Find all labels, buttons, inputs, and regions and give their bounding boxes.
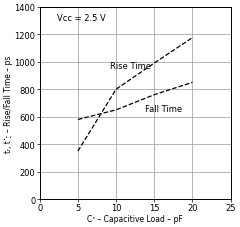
- Text: Fall Time: Fall Time: [145, 104, 182, 113]
- X-axis label: Cᶟ – Capacitive Load – pF: Cᶟ – Capacitive Load – pF: [87, 214, 183, 223]
- Y-axis label: tᵣ, t⢑ – Rise/Fall Time – ps: tᵣ, t⢑ – Rise/Fall Time – ps: [4, 55, 13, 152]
- Text: Rise Time: Rise Time: [110, 62, 151, 71]
- Text: Vᴄᴄ = 2.5 V: Vᴄᴄ = 2.5 V: [56, 14, 105, 23]
